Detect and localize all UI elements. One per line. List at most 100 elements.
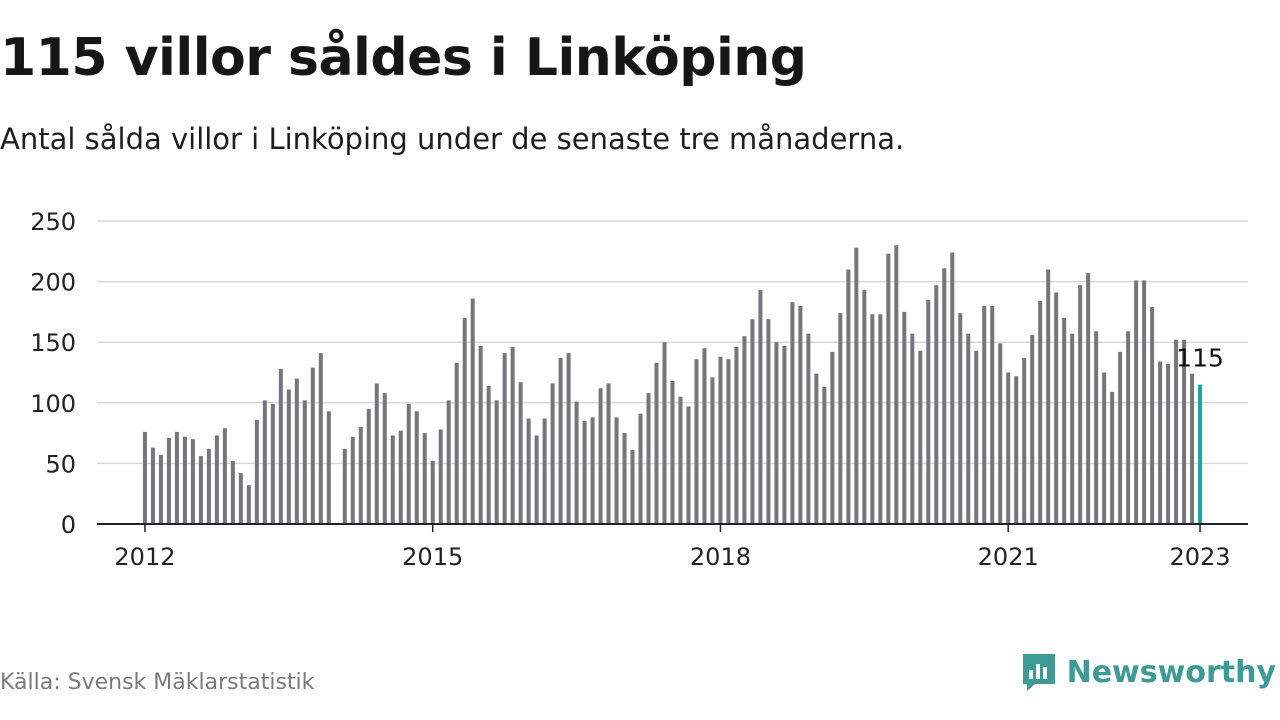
bar [958, 313, 963, 524]
bar [622, 433, 627, 524]
bar [150, 447, 155, 524]
bar [918, 350, 923, 524]
bar [374, 383, 379, 524]
bar [462, 317, 467, 524]
bar [502, 353, 507, 524]
bar [326, 411, 331, 524]
bar [198, 456, 203, 524]
bar-highlight [1198, 384, 1203, 524]
bar [726, 359, 731, 524]
bar [1094, 331, 1099, 524]
bar [1190, 373, 1195, 524]
y-tick-label: 100 [30, 390, 76, 418]
bar [686, 406, 691, 524]
bar [230, 460, 235, 524]
bar [1030, 334, 1035, 524]
bar [790, 302, 795, 524]
bar [574, 401, 579, 524]
newsworthy-logo-icon [1022, 654, 1055, 691]
bar [942, 268, 947, 524]
bar [838, 313, 843, 524]
x-tick-label: 2018 [690, 543, 751, 571]
bar [494, 400, 499, 524]
bar [406, 404, 411, 524]
bar [422, 433, 427, 524]
bar [286, 389, 291, 524]
bar [1150, 307, 1155, 524]
bar [782, 345, 787, 524]
bar [278, 368, 283, 524]
bar [974, 350, 979, 524]
bar [438, 429, 443, 524]
bar [694, 359, 699, 524]
y-tick-label: 200 [30, 269, 76, 297]
bar [750, 319, 755, 524]
bar [662, 342, 667, 524]
bar [982, 305, 987, 524]
bar [1110, 391, 1115, 524]
bar [526, 418, 531, 524]
bar [774, 342, 779, 524]
y-tick-label: 0 [61, 511, 76, 539]
bar [654, 362, 659, 524]
highlight-value-label: 115 [1176, 344, 1224, 373]
bar [630, 450, 635, 524]
bar [534, 435, 539, 524]
bar [142, 431, 147, 524]
y-tick-label: 150 [30, 329, 76, 357]
bar [1174, 339, 1179, 524]
chart-title: 115 villor såldes i Linköping [0, 28, 807, 88]
bar [710, 377, 715, 524]
x-tick-label: 2023 [1170, 543, 1231, 571]
bar [718, 356, 723, 524]
bar [894, 245, 899, 525]
y-tick-label: 50 [45, 450, 76, 478]
bar [1070, 333, 1075, 524]
bar-chart: 0 50 100 150 200 250 2012 2015 2018 2021 2023 115 [30, 208, 1248, 571]
bar [590, 417, 595, 524]
bar [934, 285, 939, 524]
bar [430, 460, 435, 524]
bar [1006, 372, 1011, 524]
bar [270, 404, 275, 524]
x-tick-label: 2015 [402, 543, 463, 571]
bar [350, 436, 355, 524]
bar [822, 387, 827, 524]
bar [606, 383, 611, 524]
bar [550, 383, 555, 524]
bar [318, 353, 323, 524]
bar [158, 454, 163, 524]
bar [518, 382, 523, 524]
y-axis-ticks: 0 50 100 150 200 250 [30, 208, 76, 539]
bar [862, 290, 867, 524]
bar [174, 431, 179, 524]
brand-logo: Newsworthy [1021, 652, 1276, 692]
bar [358, 427, 363, 524]
bars [142, 245, 1203, 525]
bar [1182, 339, 1187, 524]
bar [910, 333, 915, 524]
brand-name: Newsworthy [1066, 654, 1276, 690]
bar [302, 400, 307, 524]
bar [366, 408, 371, 524]
bar [1054, 292, 1059, 524]
bar [1038, 300, 1043, 524]
bar [486, 385, 491, 524]
bar [1046, 269, 1051, 524]
bar [846, 269, 851, 524]
bar [310, 367, 315, 524]
bar [1134, 280, 1139, 524]
bar [1078, 285, 1083, 524]
bar [542, 418, 547, 524]
bar [342, 448, 347, 524]
bar [678, 396, 683, 524]
bar [854, 247, 859, 524]
bar [998, 343, 1003, 524]
bar [878, 314, 883, 524]
bar [478, 345, 483, 524]
bar [398, 430, 403, 524]
bar [246, 485, 251, 524]
bar [798, 305, 803, 524]
bar [454, 362, 459, 524]
bar [262, 400, 267, 524]
